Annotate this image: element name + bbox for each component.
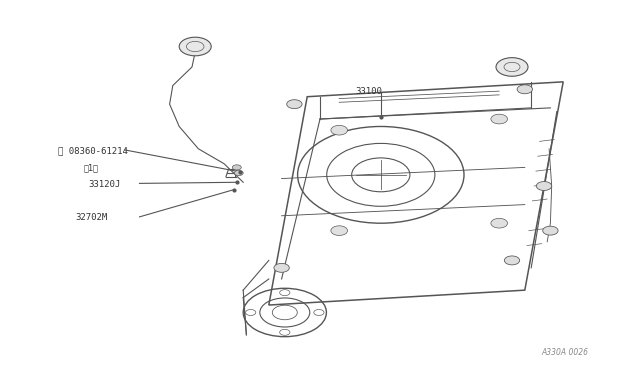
Text: 33100: 33100 [355,87,382,96]
Text: 32702M: 32702M [76,213,108,222]
Circle shape [543,226,558,235]
Text: （1）: （1） [83,163,98,172]
Text: Ⓜ 08360-61214: Ⓜ 08360-61214 [58,146,127,155]
Circle shape [496,58,528,76]
Circle shape [246,310,256,315]
Circle shape [179,37,211,56]
Circle shape [232,165,241,170]
Circle shape [504,256,520,265]
Circle shape [536,182,552,190]
Text: 33120J: 33120J [88,180,120,189]
Circle shape [274,263,289,272]
Circle shape [287,100,302,109]
Circle shape [331,226,348,235]
Circle shape [314,310,324,315]
Circle shape [280,329,290,335]
Text: A330A 0026: A330A 0026 [542,348,589,357]
Circle shape [234,170,243,176]
Circle shape [491,218,508,228]
Circle shape [517,85,532,94]
Circle shape [491,114,508,124]
Circle shape [331,125,348,135]
Circle shape [280,290,290,296]
